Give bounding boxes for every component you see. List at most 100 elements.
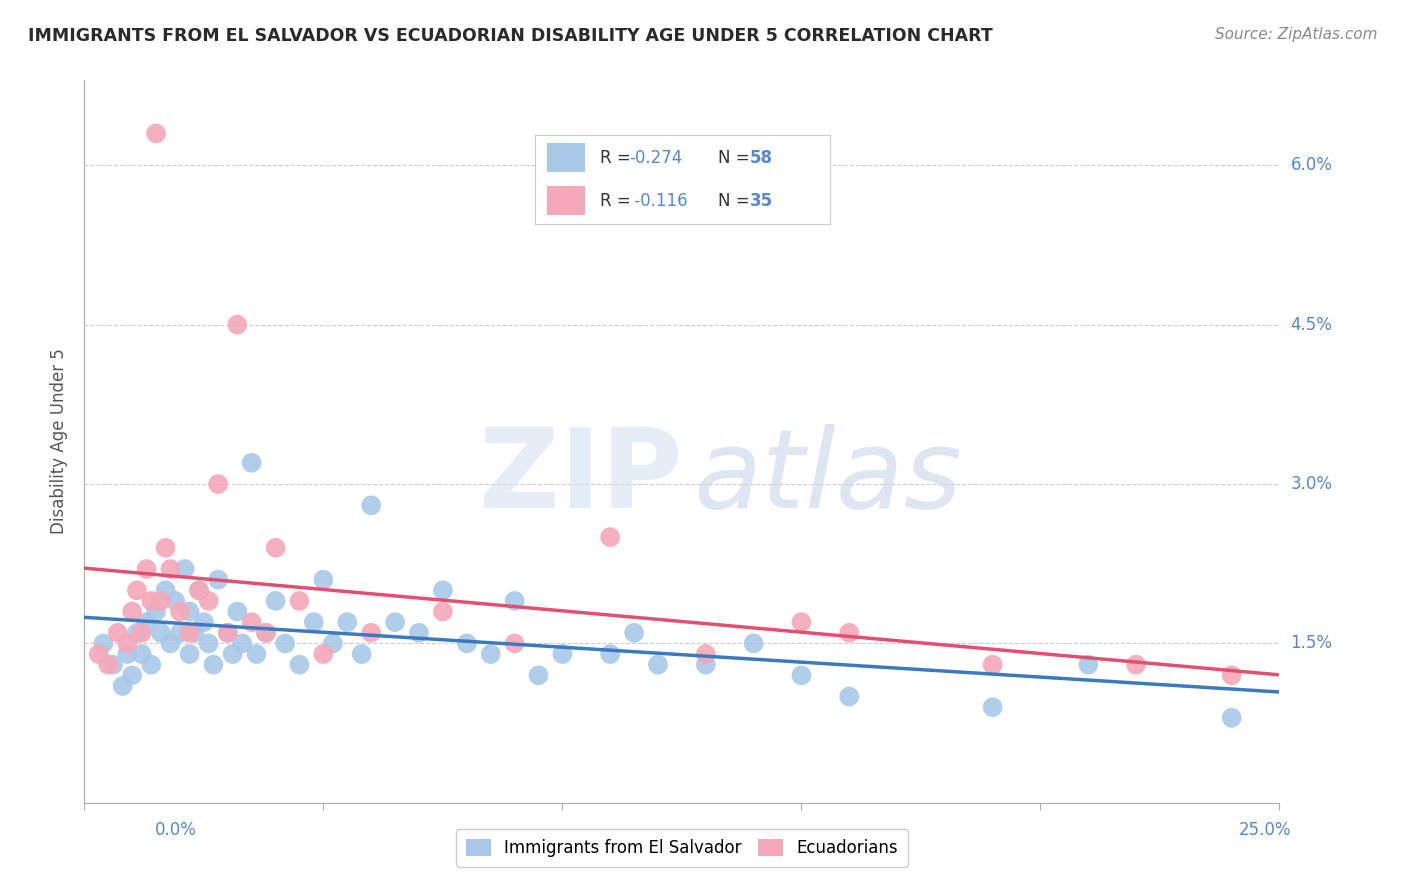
Point [226,605,249,619]
Text: -0.116: -0.116 [630,192,688,210]
Point [207,477,229,491]
Point [623,625,645,640]
Point [155,541,177,555]
Point [456,636,478,650]
Point [1220,668,1243,682]
Text: N =: N = [717,192,755,210]
Point [527,668,550,682]
Point [790,615,813,630]
Point [503,594,526,608]
Point [302,615,325,630]
Point [274,636,297,650]
Point [350,647,373,661]
Point [360,498,382,512]
Point [231,636,253,650]
Point [202,657,225,672]
Point [117,636,139,650]
Point [288,657,311,672]
Point [1220,711,1243,725]
Point [647,657,669,672]
Point [93,636,115,650]
Point [188,583,211,598]
Point [360,625,382,640]
Text: atlas: atlas [695,425,963,531]
Point [169,625,191,640]
Point [432,583,454,598]
Point [197,636,219,650]
Point [312,647,335,661]
Point [179,625,201,640]
Point [981,700,1004,714]
Text: -0.274: -0.274 [630,149,683,167]
Point [159,636,181,650]
Point [207,573,229,587]
Point [169,605,191,619]
Point [838,690,860,704]
Point [193,615,215,630]
Point [97,657,120,672]
Point [125,583,148,598]
Point [131,625,153,640]
Text: 4.5%: 4.5% [1291,316,1333,334]
Point [159,562,181,576]
Point [117,647,139,661]
Point [322,636,344,650]
Point [1125,657,1147,672]
Point [149,625,172,640]
Point [599,530,621,544]
Point [384,615,406,630]
Point [121,605,143,619]
Point [111,679,134,693]
Point [503,636,526,650]
Point [254,625,277,640]
Point [245,647,267,661]
Bar [547,144,585,172]
Point [101,657,124,672]
Point [408,625,430,640]
Point [742,636,765,650]
Text: 0.0%: 0.0% [155,821,197,838]
Point [155,583,177,598]
Text: 25.0%: 25.0% [1239,821,1292,838]
Point [135,615,157,630]
Text: 1.5%: 1.5% [1291,634,1333,652]
Text: R =: R = [600,149,636,167]
Point [240,615,263,630]
Point [288,594,311,608]
Point [121,668,143,682]
Text: R =: R = [600,192,636,210]
Point [141,657,163,672]
Point [226,318,249,332]
Point [183,625,205,640]
Text: N =: N = [717,149,755,167]
Point [838,625,860,640]
Point [149,594,172,608]
Text: 3.0%: 3.0% [1291,475,1333,493]
Point [188,583,211,598]
Text: ZIP: ZIP [478,425,682,531]
Point [135,562,157,576]
Text: 35: 35 [751,192,773,210]
Y-axis label: Disability Age Under 5: Disability Age Under 5 [51,349,69,534]
Point [217,625,239,640]
Point [145,127,167,141]
Point [264,594,287,608]
Point [179,605,201,619]
Legend: Immigrants from El Salvador, Ecuadorians: Immigrants from El Salvador, Ecuadorians [456,829,908,867]
Point [336,615,359,630]
Bar [547,186,585,215]
Point [165,594,187,608]
Point [790,668,813,682]
Text: 6.0%: 6.0% [1291,156,1333,174]
Point [125,625,148,640]
Point [217,625,239,640]
Point [254,625,277,640]
Point [695,647,717,661]
Point [240,456,263,470]
Point [479,647,502,661]
Point [141,594,163,608]
Point [173,562,195,576]
Text: 58: 58 [751,149,773,167]
Point [695,657,717,672]
Point [145,605,167,619]
